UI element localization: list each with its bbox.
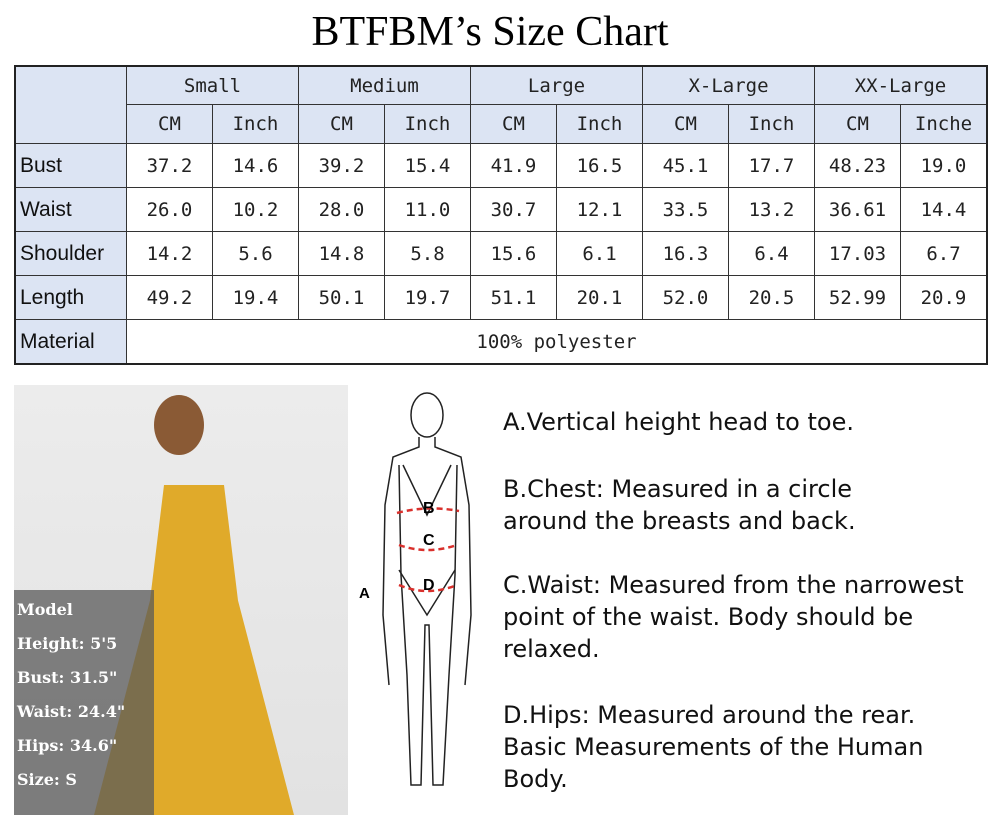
model-head <box>154 395 204 455</box>
model-waist: Waist: 24.4" <box>17 702 126 721</box>
table-cell: 14.2 <box>126 231 213 276</box>
table-cell: 45.1 <box>642 143 729 188</box>
unit-header: Inch <box>728 104 815 144</box>
table-cell: 6.1 <box>556 231 643 276</box>
table-cell: 49.2 <box>126 275 213 320</box>
model-info-overlay: Model Height: 5'5 Bust: 31.5" Waist: 24.… <box>14 590 154 815</box>
size-chart-table: Small Medium Large X-Large XX-Large CM In… <box>14 65 988 365</box>
row-label: Bust <box>14 143 127 188</box>
material-row: Material 100% polyester <box>14 319 988 365</box>
model-hips: Hips: 34.6" <box>17 736 118 755</box>
table-cell: 6.7 <box>900 231 988 276</box>
table-cell: 52.0 <box>642 275 729 320</box>
table-cell: 13.2 <box>728 187 815 232</box>
body-outline <box>382 392 472 786</box>
page-title: BTFBM’s Size Chart <box>311 9 669 55</box>
row-label: Length <box>14 275 127 320</box>
unit-header: Inch <box>384 104 471 144</box>
model-bust: Bust: 31.5" <box>17 668 118 687</box>
table-cell: 39.2 <box>298 143 385 188</box>
unit-header: CM <box>126 104 213 144</box>
table-cell: 52.99 <box>814 275 901 320</box>
table-row: Waist 26.0 10.2 28.0 11.0 30.7 12.1 33.5 13.2 36.… <box>14 187 988 232</box>
table-cell: 6.4 <box>728 231 815 276</box>
table-cell: 28.0 <box>298 187 385 232</box>
table-cell: 5.6 <box>212 231 299 276</box>
table-cell: 12.1 <box>556 187 643 232</box>
table-cell: 17.03 <box>814 231 901 276</box>
table-cell: 15.4 <box>384 143 471 188</box>
table-row: Shoulder 14.2 5.6 14.8 5.8 15.6 6.1 16.3 6.4 17.0… <box>14 231 988 276</box>
table-cell: 19.4 <box>212 275 299 320</box>
table-cell: 48.23 <box>814 143 901 188</box>
table-cell: 16.5 <box>556 143 643 188</box>
corner-cell <box>14 65 127 144</box>
table-cell: 20.5 <box>728 275 815 320</box>
size-header: X-Large <box>642 65 815 105</box>
unit-header: Inch <box>212 104 299 144</box>
table-cell: 15.6 <box>470 231 557 276</box>
unit-header-row: CM Inch CM Inch CM Inch CM Inch CM Inche <box>15 104 988 144</box>
label-d: D <box>423 577 435 594</box>
unit-header: Inche <box>900 104 988 144</box>
unit-header: CM <box>298 104 385 144</box>
table-cell: 14.6 <box>212 143 299 188</box>
size-header-row: Small Medium Large X-Large XX-Large <box>14 65 988 144</box>
label-b: B <box>423 500 435 517</box>
description-a: A.Vertical height head to toe. <box>503 408 854 436</box>
table-cell: 14.4 <box>900 187 988 232</box>
body-measurement-diagram: B C D A <box>359 392 472 786</box>
model-title: Model <box>17 600 73 619</box>
label-a: A <box>359 585 370 602</box>
table-cell: 16.3 <box>642 231 729 276</box>
table-cell: 19.7 <box>384 275 471 320</box>
table-cell: 30.7 <box>470 187 557 232</box>
size-header: Small <box>126 65 299 105</box>
row-label: Material <box>14 319 127 365</box>
measure-lines <box>396 507 460 593</box>
model-size: Size: S <box>17 770 77 789</box>
table-cell: 33.5 <box>642 187 729 232</box>
table-cell: 17.7 <box>728 143 815 188</box>
table-cell: 36.61 <box>814 187 901 232</box>
table-cell: 41.9 <box>470 143 557 188</box>
table-cell: 50.1 <box>298 275 385 320</box>
table-cell: 20.1 <box>556 275 643 320</box>
table-cell: 20.9 <box>900 275 988 320</box>
table-cell: 19.0 <box>900 143 988 188</box>
table-row: Length 49.2 19.4 50.1 19.7 51.1 20.1 52.0 20.5 52… <box>14 275 988 320</box>
unit-header: Inch <box>556 104 643 144</box>
model-height: Height: 5'5 <box>17 634 118 653</box>
description-c: C.Waist: Measured from the narrowest poi… <box>503 571 964 663</box>
table-cell: 14.8 <box>298 231 385 276</box>
description-d: D.Hips: Measured around the rear. Basic … <box>503 701 924 793</box>
table-cell: 51.1 <box>470 275 557 320</box>
label-c: C <box>423 532 435 549</box>
table-cell: 5.8 <box>384 231 471 276</box>
size-header: Medium <box>298 65 471 105</box>
unit-header: CM <box>470 104 557 144</box>
table-cell: 11.0 <box>384 187 471 232</box>
table-cell: 26.0 <box>126 187 213 232</box>
description-b: B.Chest: Measured in a circle around the… <box>503 475 856 535</box>
model-photo: Model Height: 5'5 Bust: 31.5" Waist: 24.… <box>14 385 348 815</box>
table-cell: 37.2 <box>126 143 213 188</box>
unit-header: CM <box>642 104 729 144</box>
size-header: XX-Large <box>814 65 988 105</box>
size-header: Large <box>470 65 643 105</box>
table-cell: 10.2 <box>212 187 299 232</box>
row-label: Waist <box>14 187 127 232</box>
table-row: Bust 37.2 14.6 39.2 15.4 41.9 16.5 45.1 17.7 48.2… <box>14 143 988 188</box>
material-value: 100% polyester <box>126 319 988 365</box>
row-label: Shoulder <box>14 231 127 276</box>
unit-header: CM <box>814 104 901 144</box>
